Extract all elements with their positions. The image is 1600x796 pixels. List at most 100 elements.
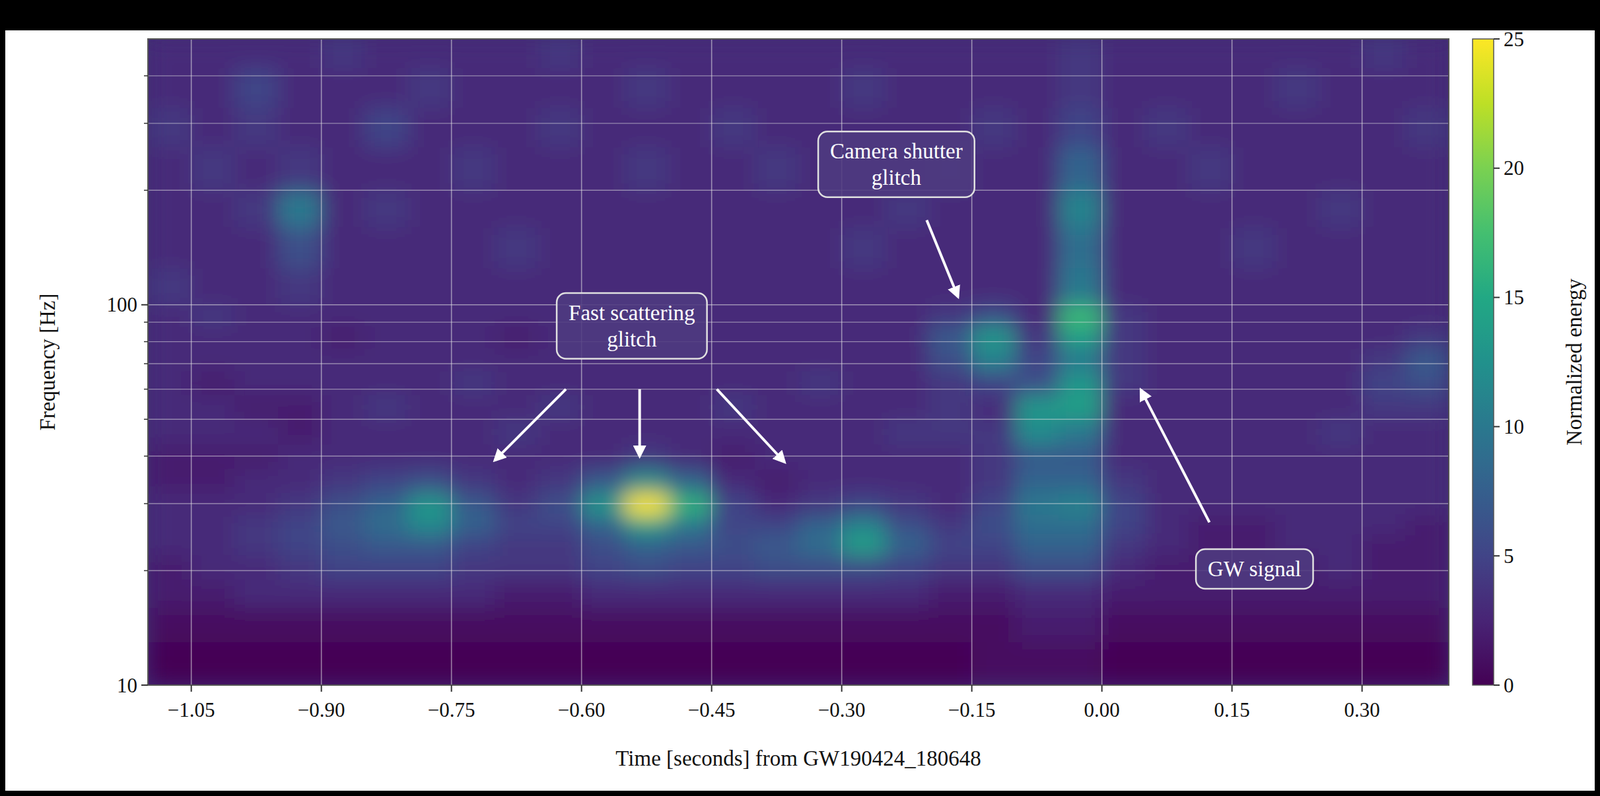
heat-cell: [884, 607, 929, 643]
heat-cell: [884, 419, 929, 445]
heat-cell: [798, 493, 842, 516]
heat-cell: [451, 607, 496, 643]
heat-cell: [1188, 371, 1233, 396]
heat-cell: [1058, 607, 1103, 643]
heat-cell: [321, 534, 366, 557]
heat-cell: [278, 147, 322, 191]
heat-cell: [972, 305, 1016, 327]
heat-cell: [494, 579, 539, 609]
heat-cell: [538, 534, 582, 557]
heat-cell: [1014, 326, 1059, 349]
heat-cell: [668, 190, 712, 228]
heat-cell: [1058, 268, 1103, 306]
grid-line-y-minor: [147, 321, 1449, 323]
heat-cell: [408, 555, 452, 580]
heat-cell: [147, 326, 192, 349]
heat-cell: [711, 147, 756, 191]
heat-cell: [1362, 326, 1406, 349]
x-tick: [1361, 685, 1363, 693]
heat-cell: [321, 38, 366, 69]
heat-cell: [234, 227, 279, 269]
heat-cell: [1275, 268, 1319, 306]
heat-cell: [538, 444, 582, 470]
heat-cell: [234, 419, 279, 445]
heat-cell: [494, 469, 539, 494]
heat-cell: [364, 555, 409, 580]
heat-cell: [408, 38, 452, 69]
heat-cell: [451, 641, 496, 686]
heat-cell: [624, 579, 669, 609]
heat-cell: [668, 493, 712, 516]
heat-cell: [841, 444, 886, 470]
heat-cell: [364, 107, 409, 148]
heat-cell: [1232, 493, 1276, 516]
heat-cell: [321, 469, 366, 494]
heat-cell: [408, 347, 452, 372]
heat-cell: [1058, 371, 1103, 396]
heat-cell: [234, 371, 279, 396]
heat-cell: [624, 419, 669, 445]
heat-cell: [1405, 147, 1449, 191]
y-minor-tick: [143, 321, 148, 323]
heat-cell: [1014, 227, 1059, 269]
heat-cell: [1405, 607, 1449, 643]
heat-cell: [972, 641, 1016, 686]
heat-cell: [278, 326, 322, 349]
heat-cell: [711, 493, 756, 516]
heat-cell: [754, 371, 799, 396]
heat-cell: [668, 107, 712, 148]
heat-cell: [624, 515, 669, 535]
heat-cell: [668, 515, 712, 535]
heat-cell: [451, 147, 496, 191]
heat-cell: [1362, 305, 1406, 327]
heat-cell: [1145, 555, 1189, 580]
heat-cell: [1232, 326, 1276, 349]
heat-cell: [494, 515, 539, 535]
heat-cell: [581, 394, 626, 420]
heat-cell: [494, 227, 539, 269]
heat-cell: [1145, 534, 1189, 557]
heat-cell: [928, 268, 973, 306]
heat-cell: [1014, 68, 1059, 109]
heat-cell: [278, 493, 322, 516]
heat-cell: [321, 190, 366, 228]
heat-cell: [494, 607, 539, 643]
heat-cell: [928, 579, 973, 609]
y-minor-tick: [143, 75, 148, 77]
heat-cell: [928, 68, 973, 109]
colorbar-tick: [1493, 38, 1500, 40]
heat-cell: [321, 607, 366, 643]
heat-cell: [451, 419, 496, 445]
heat-cell: [624, 469, 669, 494]
heat-cell: [147, 68, 192, 109]
heat-cell: [1102, 347, 1146, 372]
heat-cell: [1318, 515, 1363, 535]
heat-cell: [1014, 444, 1059, 470]
y-tick: [141, 304, 148, 306]
heat-cell: [1318, 38, 1363, 69]
heat-cell: [754, 419, 799, 445]
heat-cell: [538, 107, 582, 148]
heat-cell: [1275, 419, 1319, 445]
heat-cell: [451, 326, 496, 349]
heat-cell: [147, 579, 192, 609]
heat-cell: [364, 607, 409, 643]
heat-cell: [1102, 555, 1146, 580]
annotation-box: [556, 293, 708, 360]
colorbar-tick-label: 5: [1503, 544, 1515, 568]
heat-cell: [754, 555, 799, 580]
heat-cell: [754, 147, 799, 191]
heat-cell: [1014, 419, 1059, 445]
heat-cell: [754, 641, 799, 686]
heat-cell: [191, 444, 236, 470]
heat-cell: [1318, 347, 1363, 372]
heat-cell: [1318, 493, 1363, 516]
heat-cell: [884, 394, 929, 420]
heat-cell: [1362, 68, 1406, 109]
heat-cell: [1188, 469, 1233, 494]
heat-cell: [1102, 394, 1146, 420]
heat-cell: [1102, 579, 1146, 609]
heat-cell: [884, 326, 929, 349]
heat-cell: [1405, 641, 1449, 686]
heat-cell: [841, 347, 886, 372]
